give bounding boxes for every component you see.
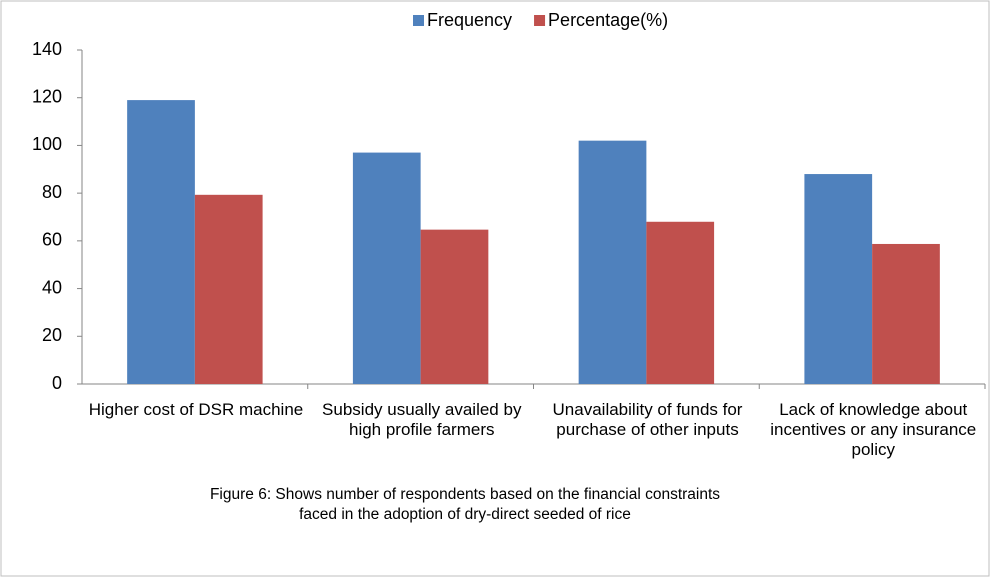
legend-swatch xyxy=(534,15,546,26)
y-tick-label: 140 xyxy=(32,39,62,59)
y-tick-label: 60 xyxy=(42,230,62,250)
x-tick-label: Higher cost of DSR machine xyxy=(88,400,304,419)
bar xyxy=(646,221,715,384)
bar xyxy=(194,194,263,384)
x-tick-label: Unavailability of funds for purchase of … xyxy=(552,400,743,439)
bar xyxy=(578,140,647,384)
bar xyxy=(872,243,940,384)
caption: Figure 6: Shows number of respondents ba… xyxy=(209,486,721,503)
legend-label: Frequency xyxy=(427,10,512,30)
bar xyxy=(352,152,421,384)
bar xyxy=(420,229,489,384)
y-tick-label: 20 xyxy=(42,325,62,345)
x-tick-label: Subsidy usually availed by high profile … xyxy=(322,400,522,439)
legend-swatch xyxy=(413,15,424,26)
y-tick-label: 40 xyxy=(42,277,62,297)
y-tick-label: 100 xyxy=(32,134,62,154)
y-tick-label: 120 xyxy=(32,86,62,106)
caption: faced in the adoption of dry-direct seed… xyxy=(299,506,631,523)
legend-label: Percentage(%) xyxy=(548,10,668,30)
bar xyxy=(127,100,195,384)
y-tick-label: 80 xyxy=(42,182,62,202)
bar xyxy=(804,174,873,384)
x-tick-label: Lack of knowledge about incentives or an… xyxy=(770,400,977,459)
y-tick-label: 0 xyxy=(52,373,62,393)
